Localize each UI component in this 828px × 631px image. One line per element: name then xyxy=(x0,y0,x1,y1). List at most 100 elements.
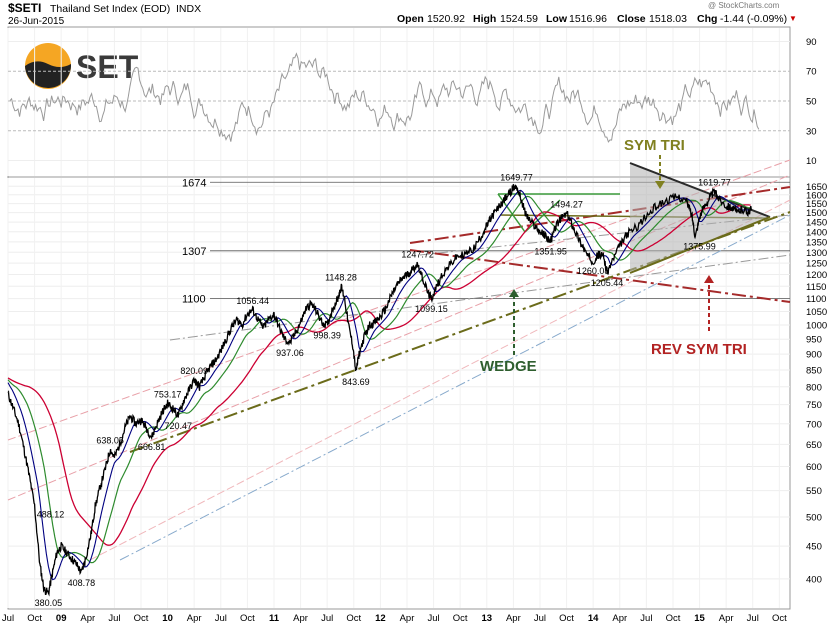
x-tick-label: 09 xyxy=(56,613,67,624)
channel-upper-pink xyxy=(7,159,791,441)
open-label: Open xyxy=(397,13,424,25)
down-arrow-icon: ▼ xyxy=(789,14,797,23)
level-label: 1307 xyxy=(182,246,206,258)
y-tick-label: 1200 xyxy=(806,270,827,281)
chart-date: 26-Jun-2015 xyxy=(8,16,65,27)
y-tick-label: 1100 xyxy=(806,294,826,305)
x-tick-label: Apr xyxy=(719,613,734,624)
chg-label: Chg xyxy=(697,13,717,25)
y-tick-label: 1000 xyxy=(806,320,827,331)
price-label: 1056.44 xyxy=(236,296,269,306)
y-tick-label: 1500 xyxy=(806,208,827,219)
rsi-tick-label: 90 xyxy=(806,37,817,48)
price-label: 820.09 xyxy=(180,366,208,376)
x-tick-label: Apr xyxy=(612,613,627,624)
x-tick-label: Oct xyxy=(666,613,681,624)
x-tick-label: 11 xyxy=(269,613,280,624)
sym-tri-arrowhead-icon xyxy=(655,181,665,189)
y-tick-label: 900 xyxy=(806,350,822,361)
price-label: 753.17 xyxy=(154,390,182,400)
low-label: Low xyxy=(546,13,568,25)
set-logo: SET xyxy=(25,43,139,89)
rev-sym-tri-lower xyxy=(409,249,791,303)
y-tick-label: 1400 xyxy=(806,227,827,238)
y-tick-label: 550 xyxy=(806,486,822,497)
sym-tri-lower xyxy=(629,216,771,274)
horizontal-levels: 1674 1307 1100 xyxy=(182,177,790,306)
y-tick-label: 450 xyxy=(806,542,822,553)
y-tick-label: 1150 xyxy=(806,282,826,293)
y-tick-label: 850 xyxy=(806,366,822,377)
x-tick-label: 10 xyxy=(162,613,173,624)
price-label: 1099.15 xyxy=(415,304,448,314)
low-value: 1516.96 xyxy=(569,13,607,25)
rsi-line xyxy=(9,52,760,143)
price-label: 408.78 xyxy=(68,578,96,588)
x-tick-label: Jul xyxy=(215,613,227,624)
rsi-tick-label: 70 xyxy=(806,67,817,78)
x-tick-label: 12 xyxy=(375,613,386,624)
y-tick-label: 1050 xyxy=(806,307,827,318)
rsi-tick-label: 50 xyxy=(806,97,817,108)
x-tick-label: Jul xyxy=(640,613,652,624)
price-label: 1351.95 xyxy=(534,246,567,256)
y-tick-label: 600 xyxy=(806,462,822,473)
x-tick-label: 15 xyxy=(694,613,705,624)
x-tick-label: Apr xyxy=(400,613,415,624)
level-label: 1674 xyxy=(182,177,206,189)
channel-grey-lower xyxy=(169,254,791,341)
price-label: 1247.72 xyxy=(401,250,434,260)
price-label: 1619.77 xyxy=(698,177,731,187)
x-tick-label: 13 xyxy=(481,613,492,624)
y-tick-label: 750 xyxy=(806,400,822,411)
y-tick-label: 950 xyxy=(806,335,822,346)
time-x-axis: Jul Oct 09 Apr Jul Oct 10 Apr Jul Oct 11 Apr Jul Oct 1… xyxy=(2,613,787,624)
price-label: 488.12 xyxy=(37,510,65,520)
y-tick-label: 1350 xyxy=(806,237,827,248)
x-tick-label: Oct xyxy=(453,613,468,624)
x-tick-label: Jul xyxy=(321,613,333,624)
y-tick-label: 500 xyxy=(806,513,822,524)
x-tick-label: Apr xyxy=(80,613,95,624)
price-label: 1649.77 xyxy=(500,172,533,182)
rsi-tick-label: 30 xyxy=(806,126,817,137)
price-line xyxy=(7,184,752,597)
x-tick-label: Jul xyxy=(747,613,759,624)
y-tick-label: 1300 xyxy=(806,248,827,259)
close-label: Close xyxy=(617,13,646,25)
index-name: Thailand Set Index (EOD) xyxy=(50,3,170,15)
price-label: 720.47 xyxy=(164,421,192,431)
x-tick-label: Oct xyxy=(134,613,149,624)
y-tick-label: 400 xyxy=(806,574,822,585)
price-label: 1148.28 xyxy=(325,273,357,283)
y-tick-label: 1550 xyxy=(806,199,827,210)
level-label: 1100 xyxy=(182,294,206,306)
price-label: 998.39 xyxy=(313,330,341,340)
price-label: 380.05 xyxy=(35,598,63,608)
x-tick-label: Jul xyxy=(108,613,120,624)
y-tick-label: 1600 xyxy=(806,190,827,201)
wedge-label: WEDGE xyxy=(480,358,537,375)
x-tick-label: Oct xyxy=(559,613,574,624)
price-label: 843.69 xyxy=(342,377,370,387)
price-label: 666.81 xyxy=(138,442,166,452)
watermark: @ StockCharts.com xyxy=(708,1,780,10)
price-label: 1260.08 xyxy=(577,266,610,276)
rev-sym-tri-arrowhead-icon xyxy=(704,275,714,283)
price-label: 1494.27 xyxy=(550,200,583,210)
high-label: High xyxy=(473,13,496,25)
rsi-tick-label: 10 xyxy=(806,156,817,167)
sym-tri-upper xyxy=(629,162,771,218)
close-value: 1518.03 xyxy=(649,13,687,25)
rev-sym-tri-label: REV SYM TRI xyxy=(651,341,747,358)
symbol-label: $SETI xyxy=(8,1,41,15)
open-value: 1520.92 xyxy=(427,13,465,25)
wedge-green-right xyxy=(524,199,561,233)
y-tick-label: 700 xyxy=(806,419,822,430)
y-tick-label: 1650 xyxy=(806,182,827,193)
channel-mid-pink xyxy=(89,199,791,561)
x-tick-label: Jul xyxy=(2,613,14,624)
x-tick-label: Oct xyxy=(346,613,361,624)
